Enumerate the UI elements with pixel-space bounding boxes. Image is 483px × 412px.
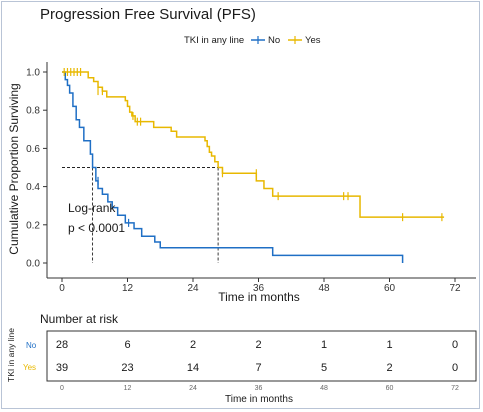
risk-value-no: 2 <box>255 339 261 351</box>
y-ticks: 0.0 0.2 0.4 0.6 0.8 1.0 <box>26 68 47 270</box>
risk-value-yes: 14 <box>187 362 199 374</box>
risk-x-tick-label: 60 <box>386 385 394 392</box>
x-tick-label: 60 <box>384 283 396 294</box>
risk-value-no: 28 <box>56 339 68 351</box>
x-ticks: 0 12 24 36 48 60 72 <box>59 278 461 294</box>
risk-values: 28 6 2 2 1 1 0 39 23 14 7 5 2 0 <box>56 339 458 374</box>
y-tick-label: 0.8 <box>26 106 40 117</box>
y-tick-label: 0.4 <box>26 182 40 193</box>
risk-value-no: 2 <box>190 339 196 351</box>
x-axis-label: Time in months <box>218 290 300 304</box>
x-tick-label: 12 <box>122 283 134 294</box>
x-tick-label: 48 <box>318 283 330 294</box>
risk-value-yes: 5 <box>321 362 327 374</box>
risk-x-tick-label: 12 <box>124 385 132 392</box>
risk-x-tick-label: 48 <box>320 385 328 392</box>
risk-value-no: 0 <box>452 339 458 351</box>
risk-value-yes: 2 <box>386 362 392 374</box>
log-rank-label: Log-rank <box>68 201 116 215</box>
risk-row-label-yes: Yes <box>23 363 36 372</box>
x-tick-label: 36 <box>253 283 265 294</box>
risk-value-yes: 39 <box>56 362 68 374</box>
p-value-label: p < 0.0001 <box>68 221 125 235</box>
x-tick-label: 72 <box>449 283 461 294</box>
risk-row-label-no: No <box>26 341 37 350</box>
chart-title: Progression Free Survival (PFS) <box>40 6 256 23</box>
risk-x-tick-label: 36 <box>255 385 263 392</box>
risk-value-yes: 23 <box>121 362 133 374</box>
risk-x-tick-label: 0 <box>60 385 64 392</box>
y-tick-label: 0.6 <box>26 144 40 155</box>
risk-x-tick-label: 72 <box>451 385 459 392</box>
risk-value-no: 1 <box>386 339 392 351</box>
risk-value-no: 6 <box>124 339 130 351</box>
risk-x-tick-label: 24 <box>189 385 197 392</box>
y-axis-label: Cumulative Proportion Surviving <box>7 83 21 254</box>
risk-table-box <box>46 330 477 382</box>
median-reference-lines <box>62 167 219 263</box>
y-tick-label: 0.2 <box>26 220 40 231</box>
legend: TKI in any line No Yes <box>184 35 321 46</box>
y-tick-label: 1.0 <box>26 68 40 79</box>
survival-curves <box>62 68 445 263</box>
risk-value-yes: 0 <box>452 362 458 374</box>
risk-table-y-label: TKI in any line <box>6 328 16 382</box>
series-line-no <box>62 71 404 263</box>
risk-x-ticks: 0 12 24 36 48 60 72 <box>60 385 459 392</box>
series-line-yes <box>62 71 445 218</box>
legend-title: TKI in any line <box>184 35 244 46</box>
risk-value-no: 1 <box>321 339 327 351</box>
legend-no-label: No <box>268 35 280 46</box>
legend-yes-label: Yes <box>305 35 321 46</box>
y-tick-label: 0.0 <box>26 259 40 270</box>
risk-value-yes: 7 <box>255 362 261 374</box>
risk-table-title: Number at risk <box>40 312 119 326</box>
x-tick-label: 0 <box>59 283 65 294</box>
risk-table-x-label: Time in months <box>225 394 293 405</box>
x-tick-label: 24 <box>187 283 199 294</box>
